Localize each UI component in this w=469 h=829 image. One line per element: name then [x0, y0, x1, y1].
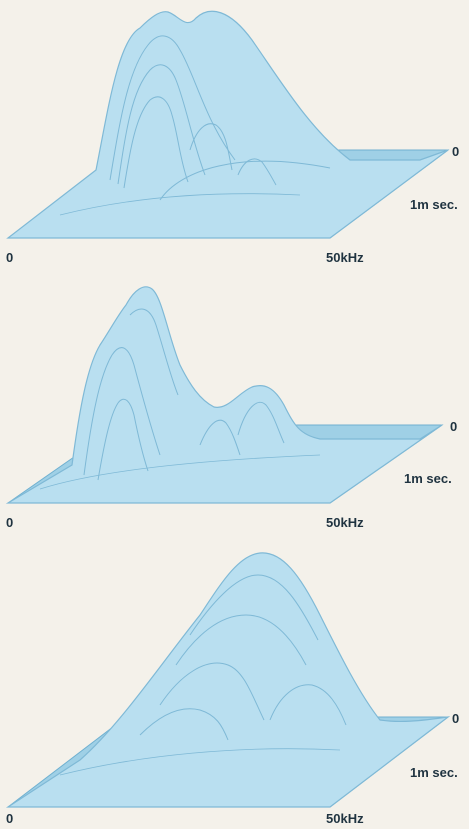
waterfall-3-ridge-4: [269, 684, 347, 726]
waterfall-2-ridge-1: [83, 347, 161, 476]
waterfall-1-ridge-3: [123, 96, 189, 189]
waterfall-3-ridge-2: [175, 614, 307, 666]
waterfall-3-x-end: 50kHz: [326, 811, 364, 826]
waterfall-3-ridge-5: [139, 708, 229, 741]
waterfall-2-ridge-3: [129, 308, 179, 396]
waterfall-2-ridge-4: [199, 419, 241, 456]
waterfall-chart-2: 0 50kHz 0 1m sec.: [0, 275, 469, 535]
waterfall-2-svg: 0 50kHz 0 1m sec.: [5, 286, 457, 530]
waterfall-3-time-start: 0: [452, 711, 459, 726]
waterfall-2-ridge-5: [237, 401, 285, 444]
waterfall-1-ridge-7: [59, 193, 301, 216]
waterfall-2-x-end: 50kHz: [326, 515, 364, 530]
waterfall-3-ridge-6: [59, 748, 341, 776]
waterfall-3-envelope: [5, 552, 451, 808]
waterfall-3-time-end: 1m sec.: [410, 765, 458, 780]
waterfall-1-time-end: 1m sec.: [410, 197, 458, 212]
waterfall-2-envelope: [5, 286, 443, 504]
waterfall-1-x-start: 0: [6, 250, 13, 265]
waterfall-1-ridge-4: [189, 123, 233, 171]
waterfall-1-ridge-1: [109, 35, 236, 181]
waterfall-3-ridge-1: [189, 574, 319, 641]
waterfall-3-ridge-3: [159, 662, 265, 721]
waterfall-2-time-end: 1m sec.: [404, 471, 452, 486]
waterfall-2-x-start: 0: [6, 515, 13, 530]
waterfall-3-x-start: 0: [6, 811, 13, 826]
waterfall-1-time-start: 0: [452, 144, 459, 159]
waterfall-chart-1: 0 50kHz 0 1m sec.: [0, 0, 469, 270]
waterfall-1-svg: 0 50kHz 0 1m sec.: [6, 10, 459, 265]
waterfall-1-ridge-5: [237, 158, 277, 186]
waterfall-chart-3: 0 50kHz 0 1m sec.: [0, 545, 469, 829]
waterfall-3-svg: 0 50kHz 0 1m sec.: [5, 552, 459, 826]
waterfall-2-ridge-2: [97, 398, 149, 481]
waterfall-1-ridge-6: [159, 160, 331, 201]
waterfall-2-time-start: 0: [450, 419, 457, 434]
waterfall-1-ridge-2: [117, 64, 206, 185]
waterfall-1-x-end: 50kHz: [326, 250, 364, 265]
waterfall-2-ridge-6: [39, 454, 321, 490]
waterfall-1-envelope: [6, 10, 449, 239]
